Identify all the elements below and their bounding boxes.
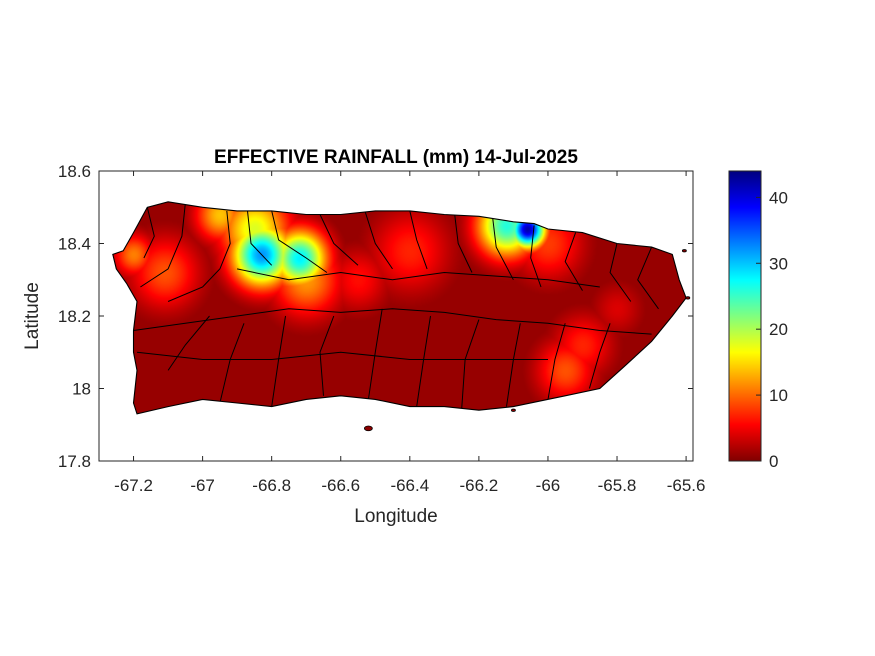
municipality-boundary (637, 246, 659, 310)
municipality-boundary (236, 268, 600, 288)
x-tick-label: -65.6 (667, 476, 706, 495)
colorbar: 0 10 20 30 40 (728, 170, 788, 471)
colorbar-tick-label: 0 (769, 452, 778, 471)
colorbar-tick-label: 40 (769, 188, 788, 207)
municipality-boundaries (133, 203, 659, 411)
y-axis-ticks: 17.8 18 18.2 18.4 18.6 (58, 162, 693, 471)
x-tick-label: -67.2 (114, 476, 153, 495)
colorbar-gradient (728, 170, 762, 462)
x-tick-label: -66.8 (252, 476, 291, 495)
municipality-boundary (271, 210, 328, 273)
island-coastline (112, 201, 687, 415)
y-tick-label: 18.6 (58, 162, 91, 181)
colorbar-tick-label: 10 (769, 386, 788, 405)
municipality-boundary (454, 214, 473, 273)
islet (511, 408, 516, 412)
municipality-boundary (247, 210, 273, 266)
y-tick-label: 18.4 (58, 235, 91, 254)
municipality-boundary (271, 315, 286, 407)
municipality-boundary (364, 210, 393, 270)
x-tick-label: -66 (536, 476, 561, 495)
municipality-boundary (140, 203, 186, 288)
y-axis-label: Latitude (22, 282, 43, 350)
municipality-boundary (564, 232, 583, 291)
islet (685, 296, 691, 300)
municipality-boundary (367, 308, 383, 400)
x-tick-label: -67 (190, 476, 215, 495)
municipality-boundary (133, 308, 652, 335)
y-tick-label: 18 (72, 380, 91, 399)
municipality-boundary (143, 207, 155, 259)
municipality-boundary (167, 315, 210, 371)
municipality-boundary (609, 243, 632, 302)
x-tick-label: -65.8 (598, 476, 637, 495)
municipality-boundary (492, 218, 514, 281)
municipality-boundary (319, 214, 359, 266)
islet (363, 425, 373, 432)
municipality-boundary (167, 210, 231, 302)
y-tick-label: 17.8 (58, 452, 91, 471)
offshore-islets (363, 249, 691, 432)
map-axes: -67.2 -67 -66.8 -66.6 -66.4 -66.2 -66 -65.8 -65.… (58, 162, 706, 495)
x-tick-label: -66.6 (321, 476, 360, 495)
municipality-boundary (136, 351, 548, 360)
map-title: EFFECTIVE RAINFALL (mm) 14-Jul-2025 (214, 147, 578, 168)
islet (681, 249, 687, 253)
x-tick-label: -66.4 (390, 476, 429, 495)
municipality-boundary (547, 323, 566, 400)
municipality-boundary (530, 225, 542, 288)
municipality-boundary (588, 323, 611, 389)
x-axis-ticks: -67.2 -67 -66.8 -66.6 -66.4 -66.2 -66 -65.8 -65.… (114, 171, 705, 495)
rainfall-heatmap (112, 201, 687, 414)
y-tick-label: 18.2 (58, 307, 91, 326)
x-tick-label: -66.2 (460, 476, 499, 495)
municipality-boundary (319, 315, 335, 396)
colorbar-ticks: 0 10 20 30 40 (756, 188, 788, 471)
colorbar-tick-label: 20 (769, 320, 788, 339)
colorbar-tick-label: 30 (769, 254, 788, 273)
municipality-boundary (409, 210, 428, 270)
x-axis-label: Longitude (354, 506, 437, 527)
